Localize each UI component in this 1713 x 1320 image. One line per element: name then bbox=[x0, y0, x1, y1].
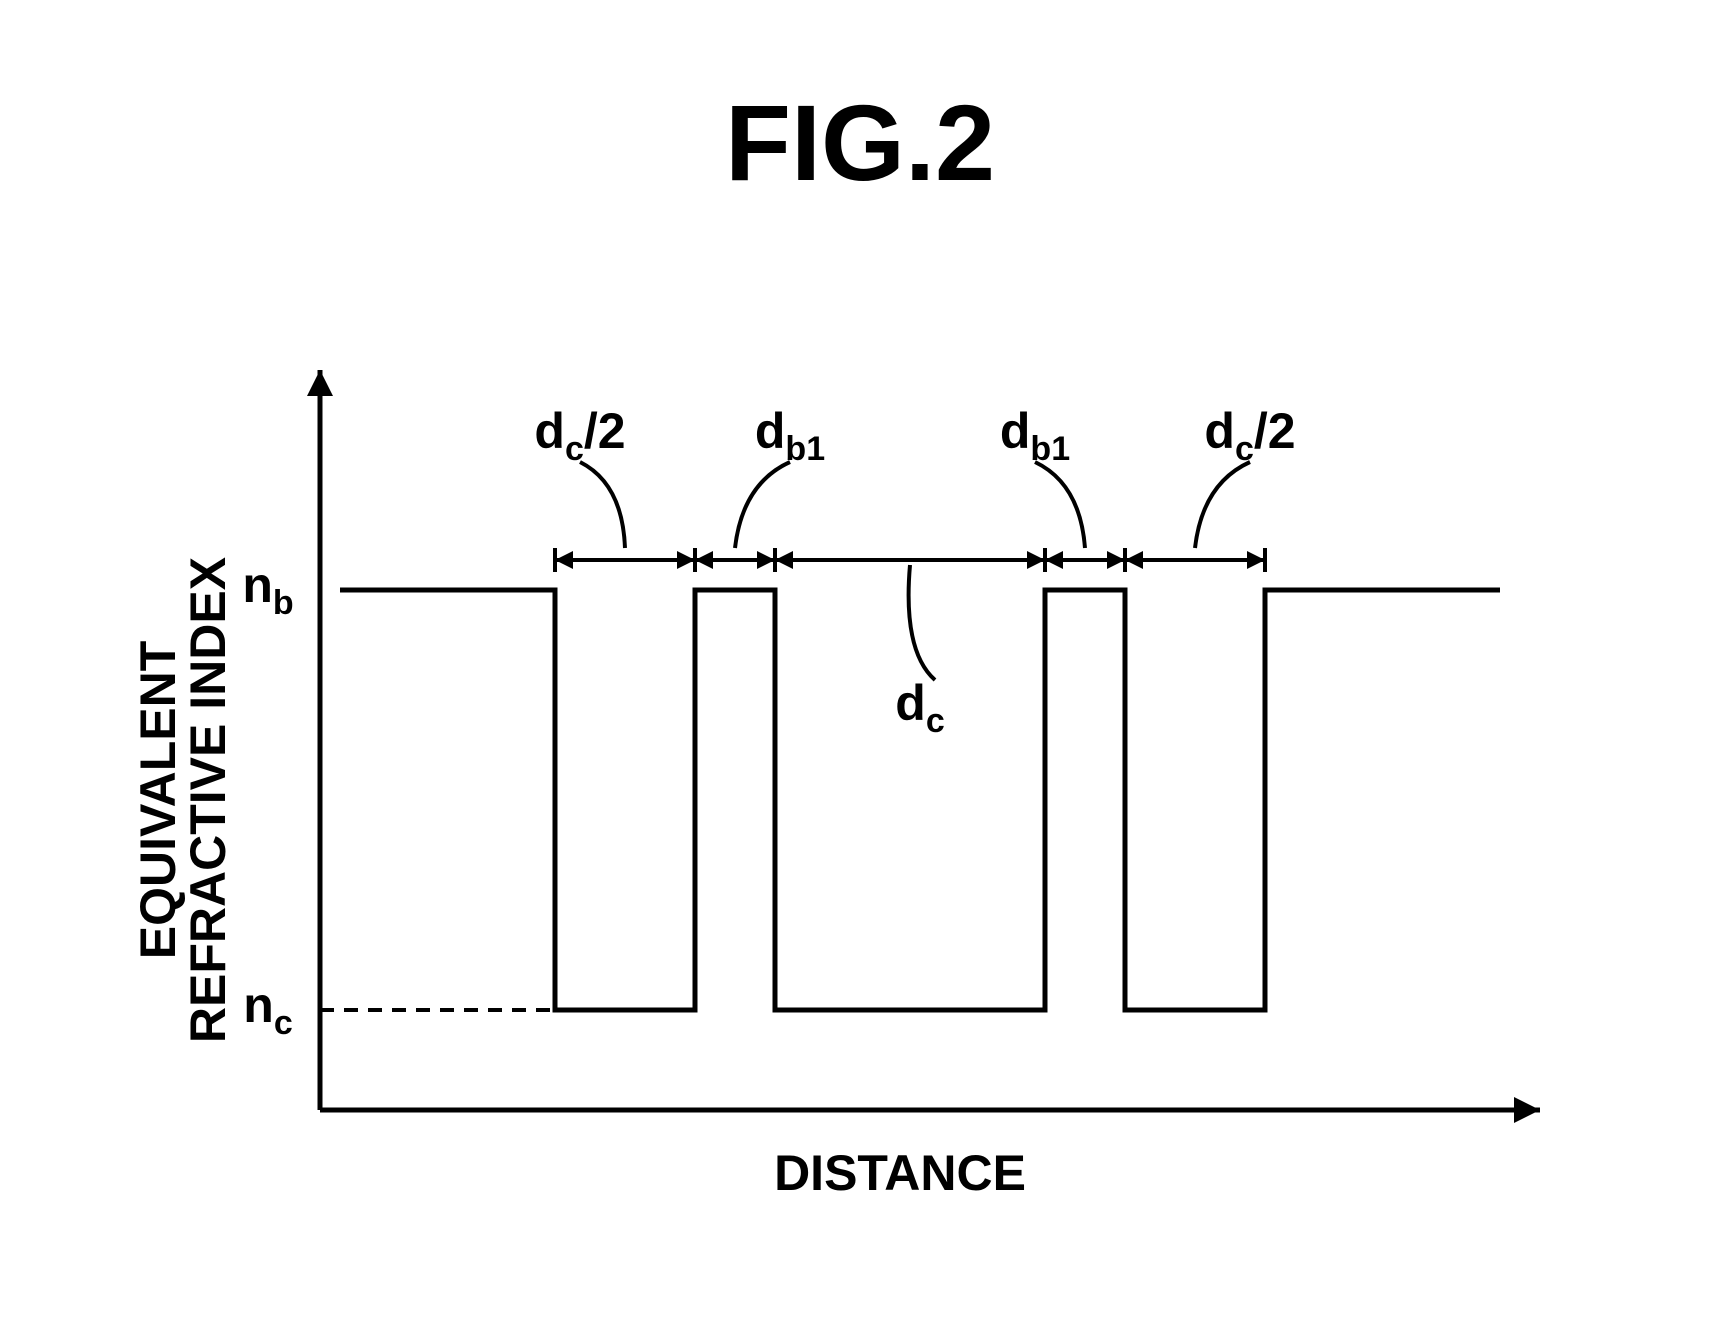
dimension-labels: dc/2 db1 db1 dc/2 dc bbox=[534, 403, 1295, 740]
dim-label-db1_right: db1 bbox=[1000, 403, 1070, 468]
dim-label-db1_left: db1 bbox=[755, 403, 825, 468]
nc-tick-label: nc bbox=[243, 977, 292, 1042]
dim-label-dc_over_2_right: dc/2 bbox=[1204, 403, 1295, 468]
figure-title: FIG.2 bbox=[725, 82, 995, 203]
dim-label-dc-center: dc bbox=[895, 675, 944, 740]
dim-label-dc_over_2_left: dc/2 bbox=[534, 403, 625, 468]
x-axis-label: DISTANCE bbox=[774, 1145, 1026, 1201]
refractive-index-profile bbox=[340, 590, 1500, 1010]
y-axis-label: EQUIVALENTREFRACTIVE INDEX bbox=[130, 557, 236, 1043]
nb-tick-label: nb bbox=[242, 557, 293, 622]
axes: DISTANCE EQUIVALENTREFRACTIVE INDEX bbox=[130, 370, 1540, 1201]
